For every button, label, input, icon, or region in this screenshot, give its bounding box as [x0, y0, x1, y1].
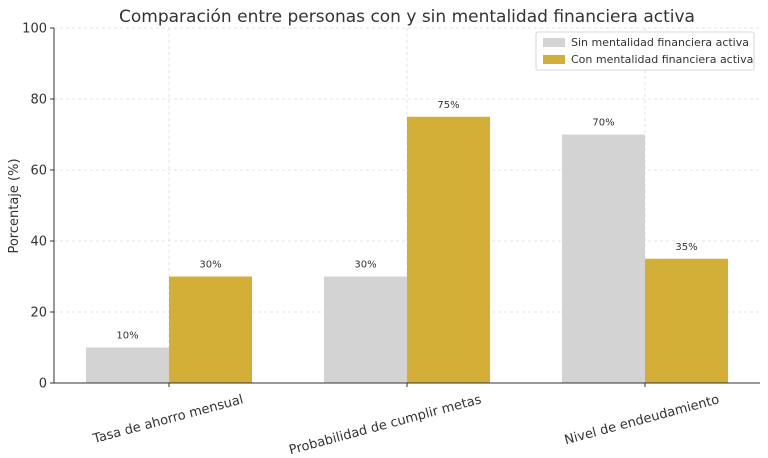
- data-label: 30%: [354, 260, 376, 271]
- legend-swatch-sin: [543, 38, 565, 47]
- data-label: 35%: [675, 242, 697, 253]
- data-labels: 10% 30% 70% 30% 75% 35%: [116, 100, 697, 342]
- legend-swatch-con: [543, 55, 565, 64]
- y-tick-label: 80: [30, 93, 47, 108]
- x-tick-label: Tasa de ahorro mensual: [91, 392, 245, 447]
- y-tick-label: 100: [22, 22, 47, 37]
- bar-sin-2: [562, 134, 645, 383]
- axes: 0 20 40 60 80 100 Tasa de ahorro mensual Probab…: [22, 22, 760, 458]
- bar-sin-1: [324, 276, 407, 383]
- bars: [86, 116, 728, 383]
- x-tick-label: Probabilidad de cumplir metas: [287, 392, 483, 458]
- y-tick-label: 0: [39, 377, 47, 392]
- data-label: 10%: [116, 331, 138, 342]
- data-label: 30%: [199, 260, 221, 271]
- bar-con-2: [645, 258, 728, 383]
- y-tick-label: 60: [30, 164, 47, 179]
- y-axis-label: Porcentaje (%): [7, 158, 22, 253]
- chart-title: Comparación entre personas con y sin men…: [119, 7, 695, 27]
- x-tick-label: Nivel de endeudamiento: [563, 392, 721, 448]
- legend-label-con: Con mentalidad financiera activa: [571, 53, 753, 66]
- bar-con-1: [407, 116, 490, 383]
- data-label: 70%: [592, 118, 614, 129]
- legend-box: [535, 31, 755, 71]
- legend: Sin mentalidad financiera activa Con men…: [535, 31, 755, 71]
- data-label: 75%: [437, 100, 459, 111]
- bar-sin-0: [86, 347, 169, 383]
- y-tick-label: 40: [30, 235, 47, 250]
- legend-label-sin: Sin mentalidad financiera activa: [571, 36, 749, 49]
- y-tick-label: 20: [30, 306, 47, 321]
- bar-con-0: [169, 276, 252, 383]
